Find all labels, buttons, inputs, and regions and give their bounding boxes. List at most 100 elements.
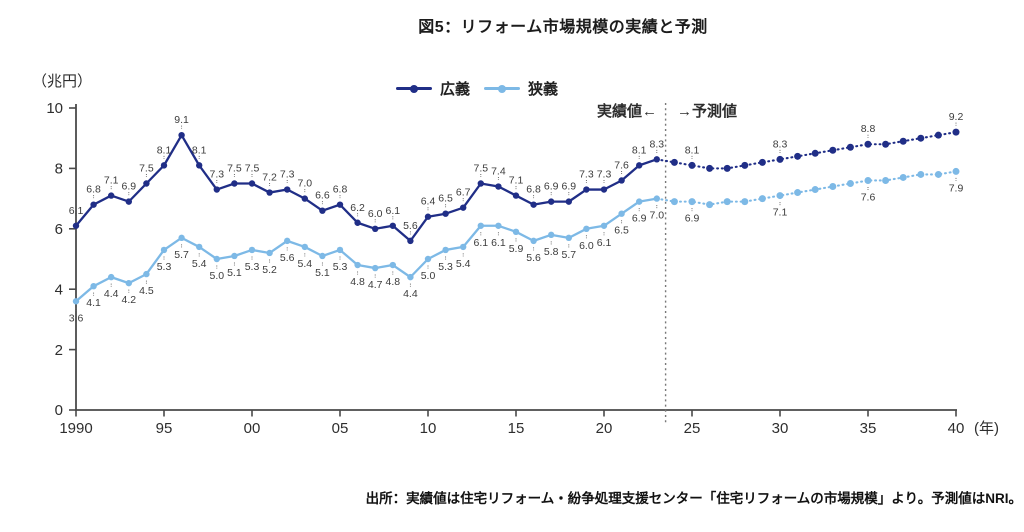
data-point-label: 8.1 [192,144,207,156]
data-point [583,225,590,232]
data-point-label: 6.5 [614,225,629,237]
data-point [319,252,326,260]
data-point-label: 7.3 [597,169,612,181]
data-point [899,137,907,145]
data-point [143,180,150,187]
data-point [389,222,396,229]
data-point [160,162,168,169]
data-point [266,189,273,196]
data-point [407,273,414,281]
data-point [248,246,256,254]
data-point [125,198,132,205]
data-point-label: 5.9 [509,243,524,255]
data-point [882,176,890,184]
data-point-label: 6.9 [121,181,136,193]
data-point [354,219,361,226]
data-point-label: 5.3 [157,261,172,273]
data-point-label: 5.0 [421,270,436,282]
data-point [917,170,925,178]
x-tick-label: 00 [244,420,261,437]
line-dot-marker-icon [396,84,432,93]
data-point-label: 5.6 [280,252,295,264]
data-point-label: 5.4 [297,258,312,270]
data-point [934,131,942,139]
data-point [125,279,132,287]
data-point [846,143,854,151]
x-tick-label: 05 [332,420,349,437]
data-point [741,198,749,206]
data-point-label: 6.1 [473,237,488,249]
y-axis-unit-label: （兆円） [32,73,93,90]
x-tick-label: 40 [948,420,965,437]
data-point [372,225,379,232]
data-point-label: 7.0 [297,178,312,190]
data-point-label: 9.2 [949,111,964,123]
data-point [548,231,555,239]
data-point-label: 6.6 [315,190,330,202]
series-kyougi-forecast-line [655,170,958,206]
data-point-label: 5.0 [209,270,224,282]
data-point-label: 7.3 [579,169,594,181]
x-tick-label: 20 [596,420,613,437]
data-point [688,161,696,169]
data-point-label: 7.9 [949,182,964,194]
data-point [336,246,344,254]
data-point-label: 4.2 [121,294,136,306]
data-point-label: 5.4 [456,258,471,270]
data-point-label: 5.1 [315,267,330,279]
data-point-label: 6.1 [597,237,612,249]
data-point [653,195,660,202]
x-tick-label: 10 [420,420,437,437]
data-point [248,180,256,187]
series-kougi: 6.16.87.16.97.58.19.18.17.37.5 7.57.2 7.37… [69,111,964,245]
series-kyougi: 3.64.14.44.24.55.35.75.45.0 5.15.3 5.25.65… [69,167,964,324]
legend-item-kougi: 広義 [396,78,470,99]
data-point-label: 6.1 [491,237,506,249]
x-tick-label: 35 [860,420,877,437]
data-point-label: 9.1 [174,114,189,126]
data-point [653,156,660,163]
data-point-label: 7.5 [139,163,154,175]
data-point-label: 4.4 [403,288,418,300]
data-point [688,198,696,206]
data-point-label: 4.8 [385,276,400,288]
data-point [72,298,80,305]
data-point [143,270,150,278]
data-point [565,234,572,242]
data-point [301,195,308,202]
data-point [319,207,326,214]
data-point-label: 8.1 [157,144,172,156]
data-point-label: 5.6 [403,220,418,232]
data-point [424,255,432,263]
data-point-label: 7.5 [245,163,260,175]
chart-legend: 広義 狭義 [396,78,558,99]
x-axis-unit-label: (年) [974,420,999,437]
data-point-label: 5.6 [526,252,541,264]
data-point-label: 4.8 [350,276,365,288]
data-point [776,155,784,163]
data-point [829,183,837,191]
page-title: 図5：リフォーム市場規模の実績と予測 [418,19,708,36]
series-kougi-forecast-line [655,131,958,170]
data-point [389,261,396,269]
data-point [512,192,520,199]
data-point [178,131,185,139]
data-point [670,198,678,206]
data-point-label: 6.7 [456,187,471,199]
data-point [108,273,115,281]
x-tick-label: 25 [684,420,701,437]
x-tick-label: 95 [156,420,173,437]
data-point [108,192,115,199]
data-point [336,201,344,208]
data-point [636,162,643,169]
data-point [899,173,907,181]
data-point-label: 7.1 [509,175,524,187]
data-point [811,186,819,194]
data-point [178,234,185,242]
x-tick-label: 1990 [59,420,92,437]
series-kyougi-actual-line [75,197,657,303]
data-point [565,198,572,205]
data-point [952,128,960,136]
data-point-label: 7.4 [491,166,506,178]
